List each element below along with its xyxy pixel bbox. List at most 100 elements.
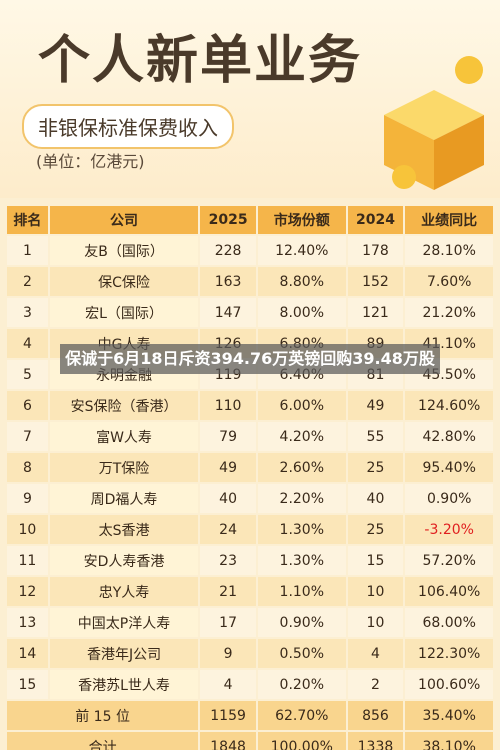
table-cell: 57.20% xyxy=(405,546,493,575)
table-cell: 周D福人寿 xyxy=(49,484,199,513)
table-cell: 95.40% xyxy=(405,453,493,482)
table-cell: 2.60% xyxy=(257,453,346,482)
column-header: 公司 xyxy=(49,206,199,234)
table-cell: 228 xyxy=(200,236,256,265)
table-cell: 100.60% xyxy=(405,670,493,699)
table-cell: 中国太P洋人寿 xyxy=(49,608,199,637)
table-cell: 35.40% xyxy=(405,701,493,730)
table-cell: 55 xyxy=(347,422,404,451)
table-row: 13 中国太P洋人寿 17 0.90% 10 68.00% xyxy=(7,608,493,637)
table-cell: 1848 xyxy=(200,732,256,750)
table-cell: 856 xyxy=(347,701,404,730)
table-cell: 万T保险 xyxy=(49,453,199,482)
table-cell: 前 15 位 xyxy=(7,701,199,730)
table-cell: 21.20% xyxy=(405,298,493,327)
summary-row: 合计 1848 100.00% 1338 38.10% xyxy=(7,732,493,750)
table-cell: 40 xyxy=(347,484,404,513)
table-row: 6 安S保险（香港） 110 6.00% 49 124.60% xyxy=(7,391,493,420)
column-header: 市场份额 xyxy=(257,206,346,234)
table-cell: 24 xyxy=(200,515,256,544)
table-cell: 40 xyxy=(200,484,256,513)
table-cell: 42.80% xyxy=(405,422,493,451)
table-cell: 163 xyxy=(200,267,256,296)
table-row: 7 富W人寿 79 4.20% 55 42.80% xyxy=(7,422,493,451)
table-cell: 1.10% xyxy=(257,577,346,606)
table-row: 1 友B（国际） 228 12.40% 178 28.10% xyxy=(7,236,493,265)
table-cell: 124.60% xyxy=(405,391,493,420)
table-cell: 4 xyxy=(347,639,404,668)
table-cell: 6 xyxy=(7,391,48,420)
table-cell: 147 xyxy=(200,298,256,327)
table-cell: 香港年J公司 xyxy=(49,639,199,668)
cube-decoration xyxy=(384,56,484,190)
title: 个人新单业务 xyxy=(38,31,363,91)
table-cell: 4 xyxy=(7,329,48,358)
table-cell: 41.10% xyxy=(405,329,493,358)
table-row: 3 宏L（国际） 147 8.00% 121 21.20% xyxy=(7,298,493,327)
table-cell: 100.00% xyxy=(257,732,346,750)
table-cell: 21 xyxy=(200,577,256,606)
table-row: 2 保C保险 163 8.80% 152 7.60% xyxy=(7,267,493,296)
data-table: 排名 公司 2025 市场份额 2024 业绩同比 1 友B（国际） 228 12.40% 178 2… xyxy=(5,204,495,750)
table-cell: 0.50% xyxy=(257,639,346,668)
table-cell: 152 xyxy=(347,267,404,296)
table-cell: 0.20% xyxy=(257,670,346,699)
subtitle: 非银保标准保费收入 xyxy=(22,104,234,149)
table-cell: 106.40% xyxy=(405,577,493,606)
table-cell: 4.20% xyxy=(257,422,346,451)
table-cell: 0.90% xyxy=(257,608,346,637)
table-cell: 1.30% xyxy=(257,515,346,544)
table-row: 11 安D人寿香港 23 1.30% 15 57.20% xyxy=(7,546,493,575)
table-cell: 23 xyxy=(200,546,256,575)
table-cell: 富W人寿 xyxy=(49,422,199,451)
table-cell: 38.10% xyxy=(405,732,493,750)
table-cell: 13 xyxy=(7,608,48,637)
table-cell: 8.80% xyxy=(257,267,346,296)
table-cell: 10 xyxy=(347,577,404,606)
news-overlay: 保诚于6月18日斥资394.76万英镑回购39.48万股 xyxy=(60,344,440,374)
table-cell: 9 xyxy=(7,484,48,513)
table-cell: 49 xyxy=(347,391,404,420)
table-cell: 11 xyxy=(7,546,48,575)
table-cell: 2 xyxy=(7,267,48,296)
table-row: 15 香港苏L世人寿 4 0.20% 2 100.60% xyxy=(7,670,493,699)
column-header: 2025 xyxy=(200,206,256,234)
table-cell: 17 xyxy=(200,608,256,637)
table-cell: 太S香港 xyxy=(49,515,199,544)
column-header: 排名 xyxy=(7,206,48,234)
table-cell: 10 xyxy=(7,515,48,544)
table-cell: 0.90% xyxy=(405,484,493,513)
table-cell: 安S保险（香港） xyxy=(49,391,199,420)
summary-row: 前 15 位 1159 62.70% 856 35.40% xyxy=(7,701,493,730)
table-cell: 1338 xyxy=(347,732,404,750)
table-cell: -3.20% xyxy=(405,515,493,544)
table-cell: 1.30% xyxy=(257,546,346,575)
column-header: 2024 xyxy=(347,206,404,234)
unit: (单位：亿港元) xyxy=(36,152,145,171)
table-cell: 香港苏L世人寿 xyxy=(49,670,199,699)
table-cell: 7.60% xyxy=(405,267,493,296)
table-cell: 忠Y人寿 xyxy=(49,577,199,606)
table-cell: 15 xyxy=(347,546,404,575)
table-cell: 友B（国际） xyxy=(49,236,199,265)
table-row: 8 万T保险 49 2.60% 25 95.40% xyxy=(7,453,493,482)
table-cell: 2.20% xyxy=(257,484,346,513)
table-cell: 7 xyxy=(7,422,48,451)
table-cell: 62.70% xyxy=(257,701,346,730)
table-cell: 6.00% xyxy=(257,391,346,420)
table-cell: 121 xyxy=(347,298,404,327)
table-cell: 49 xyxy=(200,453,256,482)
table-cell: 2 xyxy=(347,670,404,699)
table-cell: 68.00% xyxy=(405,608,493,637)
table-cell: 5 xyxy=(7,360,48,389)
column-header: 业绩同比 xyxy=(405,206,493,234)
table-cell: 10 xyxy=(347,608,404,637)
table-cell: 15 xyxy=(7,670,48,699)
table-cell: 保C保险 xyxy=(49,267,199,296)
table-cell: 4 xyxy=(200,670,256,699)
table-cell: 宏L（国际） xyxy=(49,298,199,327)
table-cell: 安D人寿香港 xyxy=(49,546,199,575)
table-row: 10 太S香港 24 1.30% 25 -3.20% xyxy=(7,515,493,544)
table-cell: 1159 xyxy=(200,701,256,730)
